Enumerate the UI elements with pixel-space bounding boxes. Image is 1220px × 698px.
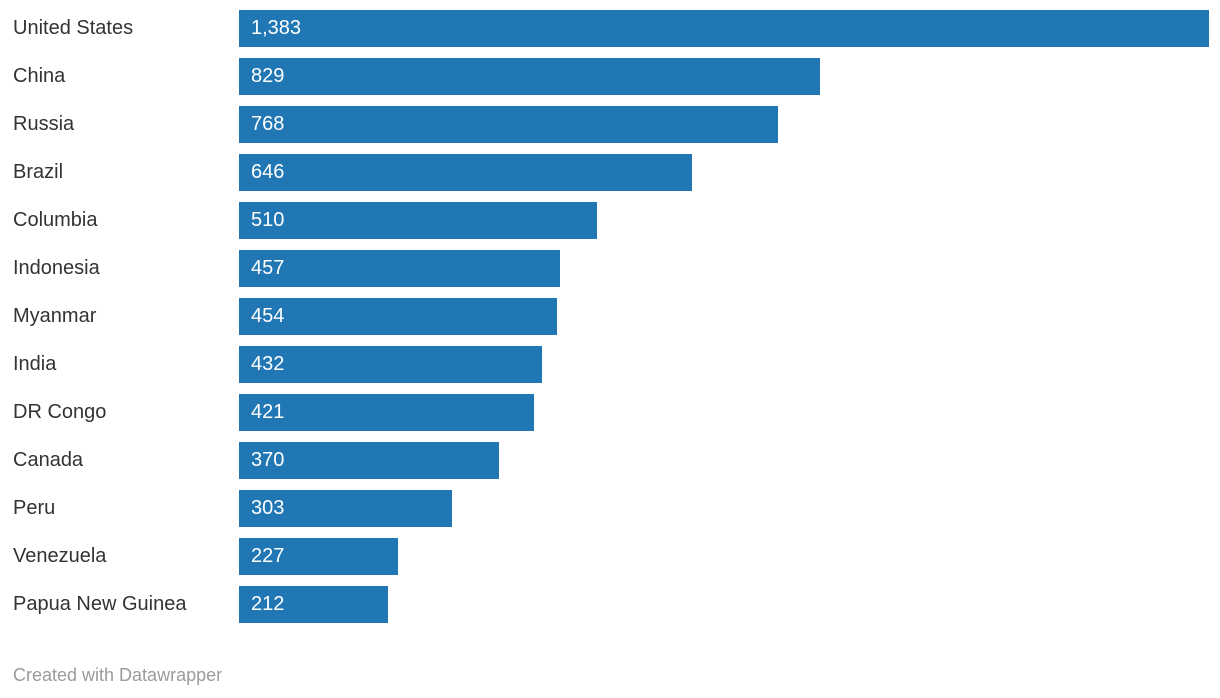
category-label: United States xyxy=(13,16,134,39)
bar-track: 646 xyxy=(239,153,1209,191)
value-label: 370 xyxy=(251,448,285,471)
category-label: Indonesia xyxy=(13,256,100,279)
category-label: Papua New Guinea xyxy=(13,592,187,615)
value-label: 212 xyxy=(251,592,285,615)
datawrapper-credit: Created with Datawrapper xyxy=(13,665,223,685)
bar: 454 xyxy=(239,297,558,335)
value-label: 1,383 xyxy=(251,16,302,39)
bar-track: 1,383 xyxy=(239,9,1209,47)
category-label: India xyxy=(13,352,57,375)
chart-row: Venezuela 227 xyxy=(0,532,1220,580)
value-label: 227 xyxy=(251,544,285,567)
bar-track: 829 xyxy=(239,57,1209,95)
value-label: 829 xyxy=(251,64,285,87)
bar-track: 421 xyxy=(239,393,1209,431)
value-label: 646 xyxy=(251,160,285,183)
category-label: Russia xyxy=(13,112,75,135)
chart-row: Brazil 646 xyxy=(0,148,1220,196)
bar: 1,383 xyxy=(239,9,1209,47)
bar-track: 212 xyxy=(239,585,1209,623)
chart-row: Indonesia 457 xyxy=(0,244,1220,292)
value-label: 421 xyxy=(251,400,285,423)
category-label: Columbia xyxy=(13,208,98,231)
bar: 768 xyxy=(239,105,778,143)
value-label: 510 xyxy=(251,208,285,231)
bar-track: 432 xyxy=(239,345,1209,383)
bar: 646 xyxy=(239,153,693,191)
bar: 432 xyxy=(239,345,542,383)
category-label: Myanmar xyxy=(13,304,97,327)
bar: 370 xyxy=(239,441,499,479)
bar-track: 227 xyxy=(239,537,1209,575)
bar-track: 768 xyxy=(239,105,1209,143)
bar-track: 370 xyxy=(239,441,1209,479)
bar-track: 303 xyxy=(239,489,1209,527)
category-label: DR Congo xyxy=(13,400,107,423)
chart-row: Papua New Guinea 212 xyxy=(0,580,1220,628)
bar-track: 510 xyxy=(239,201,1209,239)
bar: 829 xyxy=(239,57,821,95)
category-label: Brazil xyxy=(13,160,64,183)
bar-chart-rows: United States 1,383 China 829 Russia 768… xyxy=(0,4,1220,628)
bar: 510 xyxy=(239,201,597,239)
category-label: Canada xyxy=(13,448,84,471)
bar: 303 xyxy=(239,489,452,527)
chart-row: China 829 xyxy=(0,52,1220,100)
bar: 227 xyxy=(239,537,399,575)
category-label: Venezuela xyxy=(13,544,107,567)
chart-row: Canada 370 xyxy=(0,436,1220,484)
bar-track: 457 xyxy=(239,249,1209,287)
chart-row: Peru 303 xyxy=(0,484,1220,532)
bar: 421 xyxy=(239,393,535,431)
category-label: China xyxy=(13,64,66,87)
value-label: 457 xyxy=(251,256,285,279)
value-label: 454 xyxy=(251,304,285,327)
chart-row: Myanmar 454 xyxy=(0,292,1220,340)
value-label: 768 xyxy=(251,112,285,135)
category-label: Peru xyxy=(13,496,56,519)
bar: 457 xyxy=(239,249,560,287)
bar: 212 xyxy=(239,585,388,623)
chart-row: Russia 768 xyxy=(0,100,1220,148)
chart-row: United States 1,383 xyxy=(0,4,1220,52)
chart-row: Columbia 510 xyxy=(0,196,1220,244)
value-label: 432 xyxy=(251,352,285,375)
value-label: 303 xyxy=(251,496,285,519)
chart-row: DR Congo 421 xyxy=(0,388,1220,436)
chart-row: India 432 xyxy=(0,340,1220,388)
bar-track: 454 xyxy=(239,297,1209,335)
